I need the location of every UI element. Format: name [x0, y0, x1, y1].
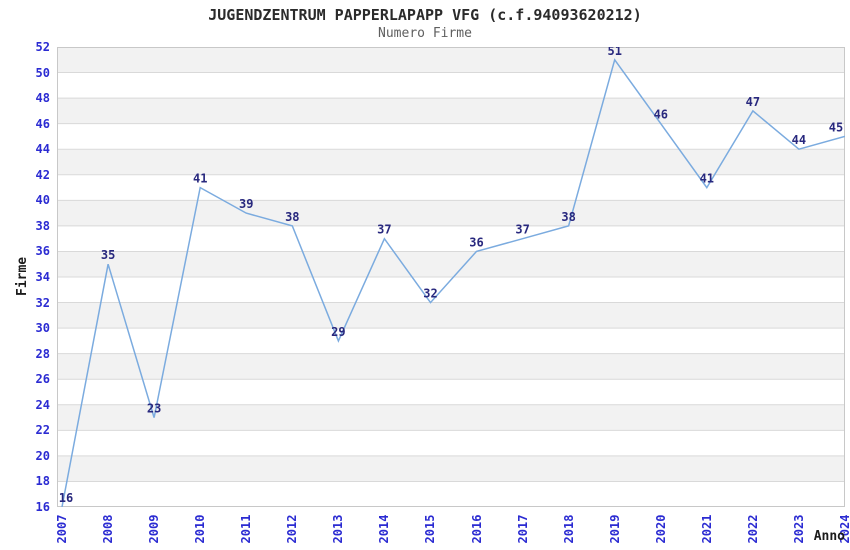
- background-band: [57, 200, 845, 226]
- point-label: 37: [515, 223, 529, 237]
- chart-subtitle: Numero Firme: [378, 26, 472, 41]
- point-label: 46: [654, 108, 668, 122]
- background-band: [57, 47, 845, 73]
- point-label: 36: [469, 235, 483, 249]
- background-band: [57, 353, 845, 380]
- x-tick-label: 2013: [331, 514, 346, 544]
- y-tick-label: 34: [35, 270, 50, 284]
- x-tick-label: 2019: [607, 514, 622, 544]
- y-tick-label: 26: [35, 372, 50, 387]
- point-label: 38: [285, 210, 299, 224]
- x-tick-label: 2016: [469, 514, 484, 544]
- y-tick-label: 52: [35, 40, 50, 54]
- data-line-numero-firme: [61, 58, 845, 507]
- x-tick-label: 2009: [147, 514, 162, 544]
- x-tick-label: 2021: [699, 514, 714, 544]
- line-chart-canvas: 16 35 23 41 39 38 29 37 32 36 37 38 51 46 41 47 44 45: [57, 47, 845, 507]
- background-band: [57, 455, 845, 482]
- y-tick-label: 42: [35, 167, 50, 182]
- point-label: 16: [59, 491, 73, 505]
- point-label: 51: [607, 47, 621, 58]
- y-tick-label: 38: [35, 218, 50, 233]
- point-label: 38: [561, 210, 575, 224]
- y-tick-label: 16: [35, 500, 50, 514]
- y-tick-label: 24: [35, 397, 50, 412]
- x-tick-label: 2023: [791, 514, 806, 544]
- point-label: 35: [101, 248, 115, 262]
- background-band: [57, 251, 845, 277]
- chart-title: JUGENDZENTRUM PAPPERLAPAPP VFG (c.f.9409…: [208, 6, 642, 24]
- x-tick-label: 2008: [101, 514, 116, 544]
- y-tick-label: 36: [35, 244, 50, 259]
- background-band: [57, 404, 845, 431]
- point-label: 44: [792, 133, 806, 147]
- plot-border: [57, 47, 845, 507]
- background-band: [57, 149, 845, 175]
- point-label: 47: [746, 95, 760, 109]
- x-tick-label: 2014: [377, 514, 392, 544]
- point-label: 41: [700, 172, 714, 186]
- y-tick-label: 32: [35, 295, 50, 310]
- x-tick-label: 2007: [55, 514, 69, 544]
- x-tick-label: 2020: [653, 514, 668, 544]
- y-tick-label: 20: [35, 448, 50, 463]
- y-tick-label: 22: [35, 423, 50, 438]
- background-band: [57, 98, 845, 124]
- y-tick-label: 30: [35, 321, 50, 336]
- x-tick-label: 2011: [239, 514, 254, 544]
- x-tick-label: 2015: [423, 514, 438, 544]
- point-label: 32: [423, 287, 437, 301]
- y-tick-label: 48: [35, 91, 50, 106]
- point-label: 23: [147, 402, 161, 416]
- plot-area: 16 35 23 41 39 38 29 37 32 36 37 38 51 46 41 47 44 45: [57, 47, 845, 507]
- x-tick-label: 2022: [745, 514, 760, 544]
- point-label: 41: [193, 172, 207, 186]
- x-tick-label: 2012: [285, 514, 300, 544]
- point-label: 45: [829, 120, 843, 134]
- y-tick-label: 46: [35, 116, 50, 131]
- point-label: 29: [331, 325, 345, 339]
- x-tick-label: 2010: [193, 514, 208, 544]
- x-tick-label: 2017: [515, 514, 530, 544]
- y-tick-label: 28: [35, 346, 50, 361]
- x-tick-label: 2018: [561, 514, 576, 544]
- point-label: 39: [239, 197, 253, 211]
- point-label: 37: [377, 223, 391, 237]
- x-axis-title: Anno: [813, 529, 845, 544]
- y-tick-label: 18: [35, 474, 50, 489]
- background-band: [57, 302, 845, 329]
- y-tick-label: 50: [35, 65, 50, 80]
- y-tick-label: 40: [35, 193, 50, 208]
- y-tick-label: 44: [35, 142, 50, 157]
